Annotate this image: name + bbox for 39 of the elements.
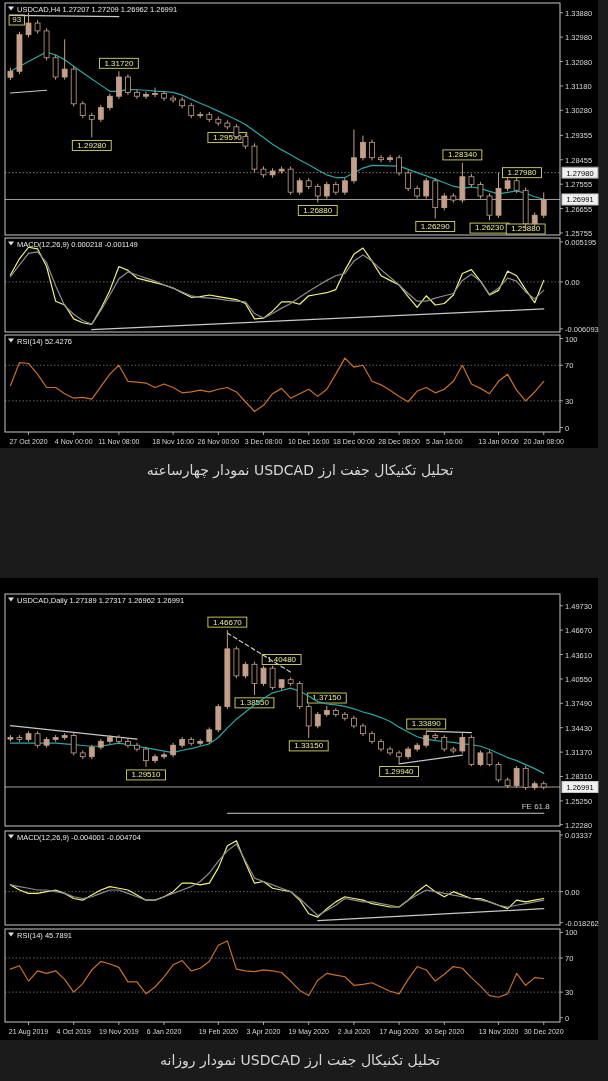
line-series	[9, 357, 545, 413]
annotation: 1.28340	[447, 150, 478, 160]
annotation: 1.31720	[104, 58, 134, 68]
price-label: 1.46670	[207, 616, 248, 628]
price-label: 1.27980	[502, 167, 542, 179]
annotation: 1.27980	[507, 168, 537, 178]
series-label: FE 61.8	[521, 802, 551, 812]
price-label: 1.33150	[288, 740, 329, 752]
annotation: 1.26290	[420, 221, 451, 231]
annotation: 1.33890	[411, 719, 442, 729]
price-label: 1.26230	[469, 222, 510, 234]
annotation: 1.29510	[131, 770, 162, 780]
price-label: 1.26290	[415, 221, 456, 232]
price-label: 93	[8, 14, 25, 26]
price-label: 1.31720	[99, 57, 139, 69]
annotation: 93	[12, 15, 22, 25]
annotation: 1.29570	[212, 132, 243, 142]
price-label: 1.33890	[406, 718, 447, 730]
price-label: 1.25880	[505, 223, 546, 235]
line-series	[9, 940, 545, 998]
price-label: 1.37150	[306, 692, 347, 704]
price-label: 1.29280	[71, 140, 112, 151]
price-label: 1.26880	[297, 205, 338, 216]
annotation: 1.37150	[312, 693, 342, 703]
price-label: 1.29940	[379, 766, 419, 777]
annotation: 1.26230	[475, 223, 505, 233]
annotation: 1.29280	[77, 140, 107, 150]
annotation: 1.26880	[303, 205, 333, 215]
annotation: 1.33150	[294, 741, 324, 751]
price-label: 1.40480	[261, 654, 302, 665]
text: تحلیل تکنیکال جفت ارز USDCAD نمودار چهارساعته	[146, 462, 454, 479]
line-series	[9, 687, 545, 774]
annotation: 1.29940	[384, 766, 415, 776]
price-label: 1.29510	[126, 769, 166, 781]
annotation: 1.46670	[212, 617, 243, 627]
price-label: 1.28340	[442, 149, 483, 161]
annotation: 1.40480	[267, 654, 297, 664]
text: تحلیل تکنیکال جفت ارز USDCAD نمودار روزانه	[160, 1052, 441, 1069]
annotation: 1.25880	[511, 224, 541, 234]
